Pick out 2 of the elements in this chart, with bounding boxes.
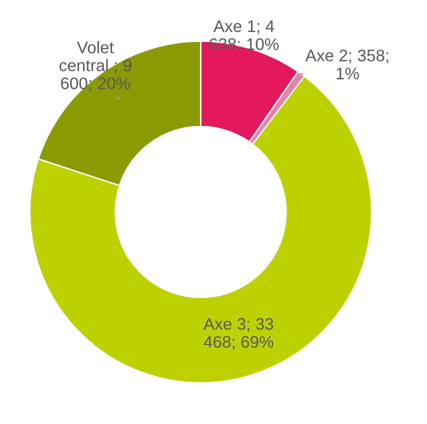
slice-label: Axe 3; 33 468; 69% (203, 318, 274, 350)
slice-label: Axe 2; 358; 1% (305, 50, 388, 80)
